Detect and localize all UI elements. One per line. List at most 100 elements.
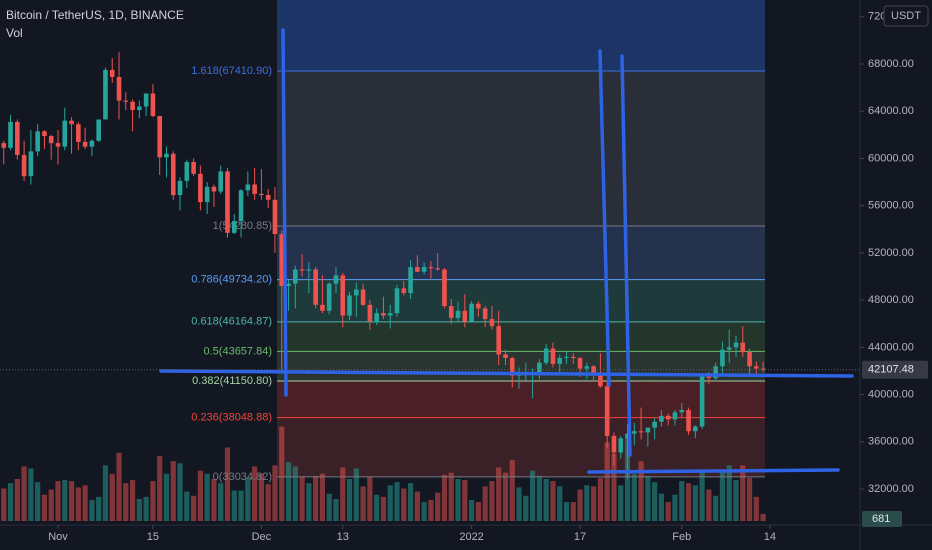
volume-bar — [35, 482, 41, 521]
volume-bar — [380, 496, 387, 521]
candle-body — [611, 435, 617, 453]
candle-body — [225, 171, 230, 233]
volume-bar — [14, 479, 20, 521]
volume-bar — [387, 485, 393, 521]
fib-label: 0.236(38048.88) — [191, 412, 272, 424]
volume-bar — [530, 470, 536, 521]
candle-body — [238, 190, 244, 222]
volume-bar — [665, 502, 671, 521]
candle-body — [177, 180, 183, 196]
volume-bar — [489, 481, 495, 521]
candle-body — [252, 184, 257, 194]
volume-bar — [374, 494, 380, 521]
candle-body — [76, 124, 81, 142]
volume-bar — [679, 481, 685, 521]
volume-bar — [631, 473, 637, 521]
candle-body — [293, 269, 298, 284]
candle-body — [537, 362, 542, 374]
volume-bar — [672, 494, 678, 521]
volume-bar — [163, 473, 170, 521]
volume-bar — [231, 490, 237, 521]
candle-body — [42, 131, 47, 137]
candle-body — [326, 283, 332, 311]
candle-body — [211, 186, 217, 192]
volume-bar — [360, 486, 366, 521]
candle-body — [374, 313, 379, 322]
candle-body — [720, 349, 725, 367]
volume-bar — [435, 492, 441, 521]
fib-band — [277, 417, 765, 477]
candle-body — [706, 375, 712, 379]
volume-bar — [577, 489, 583, 521]
candle-body — [645, 427, 651, 433]
volume-bar — [658, 493, 665, 521]
candle-body — [469, 303, 474, 322]
fib-area — [277, 0, 765, 477]
candle-body — [476, 303, 481, 309]
candle-body — [584, 366, 590, 369]
currency-box[interactable] — [883, 5, 929, 27]
volume-bar — [740, 465, 746, 521]
volume-bar — [428, 500, 434, 521]
volume-bar — [713, 495, 719, 521]
candle-body — [286, 283, 291, 286]
candle-body — [577, 358, 583, 369]
volume-bar — [184, 491, 190, 521]
candle-body — [8, 121, 13, 148]
candle-body — [157, 115, 162, 158]
candle-body — [69, 120, 74, 125]
y-tick-label: 68000.00 — [868, 58, 914, 70]
candle-body — [632, 431, 637, 434]
volume-bar — [706, 489, 712, 521]
volume-bar — [563, 502, 570, 521]
candle-body — [482, 308, 488, 320]
volume-value-label: 681 — [872, 513, 890, 525]
y-tick-label: 48000.00 — [868, 294, 914, 306]
candle-body — [489, 319, 495, 327]
candle-body — [462, 310, 468, 322]
candle-body — [401, 288, 407, 294]
candle-body — [299, 269, 305, 271]
volume-bar — [414, 491, 420, 521]
candle-body — [198, 173, 203, 203]
volume-bar — [407, 483, 414, 521]
volume-label-box — [862, 511, 902, 527]
y-tick-label: 32000.00 — [868, 483, 914, 495]
candle-body — [387, 313, 393, 316]
volume-bar — [367, 476, 373, 521]
candle-body — [740, 342, 746, 353]
x-tick-label: 17 — [574, 531, 586, 543]
candle-body — [313, 269, 318, 305]
volume-bar — [475, 502, 481, 521]
volume-bar — [319, 473, 326, 521]
fib-label: 0.618(46164.87) — [191, 316, 272, 328]
trend-line — [598, 49, 611, 387]
volume-bar — [197, 470, 203, 521]
candle-body — [618, 438, 624, 453]
x-tick-label: 2022 — [459, 531, 483, 543]
candle-body — [21, 154, 27, 177]
price-label: 42107.48 — [868, 364, 914, 376]
candle-body — [103, 69, 108, 120]
volume-bar — [82, 485, 88, 521]
candle-body — [306, 269, 312, 271]
volume-bar — [245, 477, 251, 521]
volume-bar — [21, 466, 27, 521]
y-tick-label: 56000.00 — [868, 200, 914, 212]
volume-bar — [279, 426, 285, 521]
candle-body — [421, 267, 427, 272]
volume-bar — [102, 465, 109, 521]
fib-band — [277, 321, 765, 352]
volume-bar — [211, 479, 217, 521]
volume-bar — [746, 477, 753, 521]
candle-body — [28, 151, 34, 177]
candle-body — [550, 348, 556, 364]
candle-body — [204, 186, 210, 203]
candle-body — [564, 356, 569, 359]
volume-bar — [170, 461, 176, 521]
candle-body — [272, 199, 278, 235]
candle-body — [347, 295, 352, 316]
volume-bar — [136, 498, 142, 521]
volume-bar — [591, 486, 597, 521]
volume-bar — [638, 461, 644, 521]
